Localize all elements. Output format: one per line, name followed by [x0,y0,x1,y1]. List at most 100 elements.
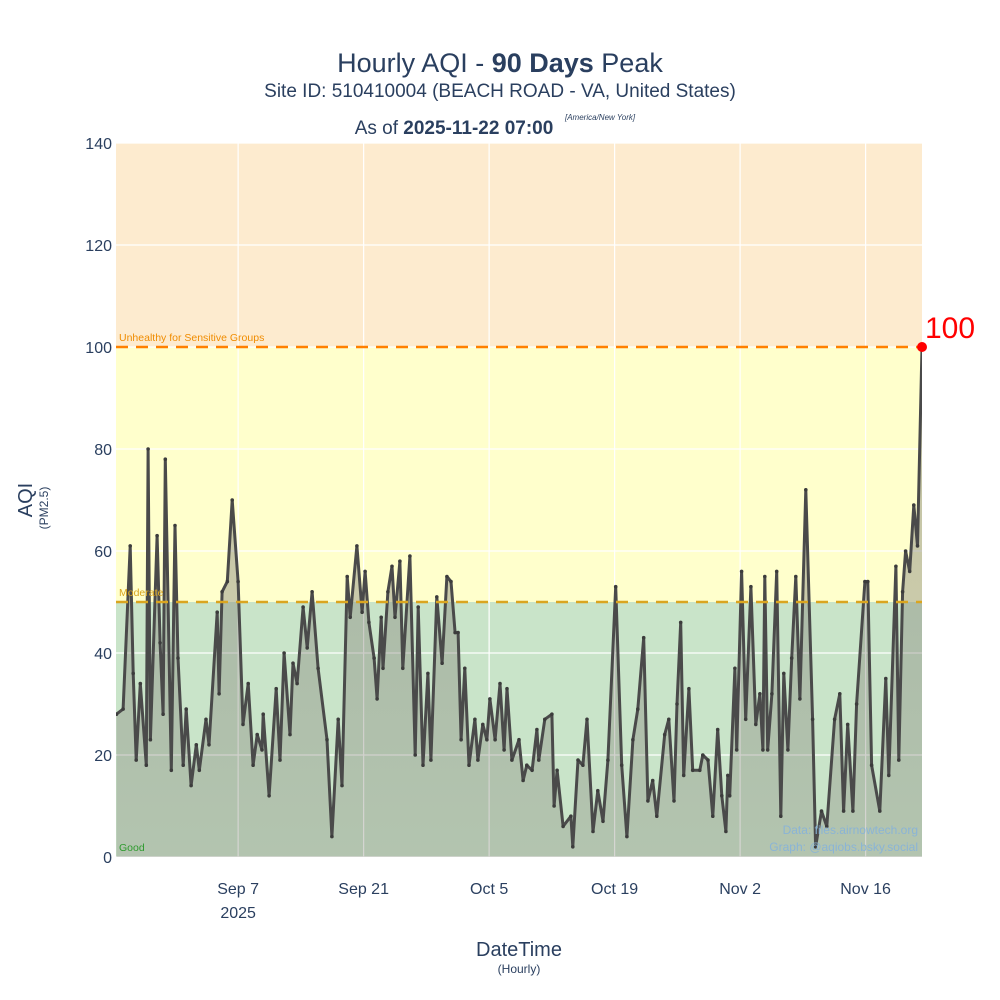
data-point [774,569,779,574]
data-point [550,712,554,716]
data-point [181,763,185,767]
data-point [372,656,376,660]
y-tick-label: 20 [94,748,112,765]
data-point [184,707,188,711]
threshold-lines [116,345,922,604]
data-point [724,829,728,834]
data-point [355,544,359,548]
data-point [225,579,230,584]
y-tick-label: 40 [94,646,112,663]
data-point [782,671,786,676]
data-point [144,763,149,767]
data-point [543,717,547,722]
data-point [445,574,449,579]
data-point [408,554,412,558]
data-point [912,503,916,507]
band-labels: Good Moderate Unhealthy for Sensitive Grou… [119,332,264,854]
data-point [340,783,344,788]
data-point [794,574,798,579]
data-point [505,686,509,691]
data-point [291,661,295,665]
data-point [701,753,705,757]
data-point [897,758,901,762]
series-area-fill [116,347,922,857]
data-point [646,799,650,803]
data-point [421,763,425,767]
data-point [569,814,573,818]
data-point [863,579,867,584]
data-point [581,763,585,767]
data-point [134,758,138,762]
data-point [813,845,818,849]
data-point [456,630,460,635]
data-point [207,743,211,747]
data-point [789,656,794,660]
data-point [687,686,691,691]
data-point [493,737,497,742]
data-point [138,681,143,686]
data-point [435,595,439,599]
data-point [155,533,159,538]
data-point [467,763,471,767]
data-point [521,778,525,783]
x-axis-ticks: Sep 7 2025 Sep 21 Oct 5 Oct 19 Nov 2 Nov 16 [217,881,891,922]
data-point [535,727,539,732]
y-tick-label: 80 [94,442,112,459]
data-point [727,794,732,798]
data-point [189,783,193,788]
peak-value-label: 100 [925,312,975,345]
data-point [440,661,444,665]
data-point [116,712,119,716]
data-point [726,773,730,778]
data-point [636,707,640,711]
y-tick-label: 140 [85,136,112,153]
band-label: Good [119,842,145,854]
data-point [463,666,467,671]
data-point [720,794,724,798]
data-point [884,676,888,681]
data-point [711,814,715,818]
x-tick-label: Nov 16 [840,881,891,898]
data-point [481,722,485,727]
data-point [619,763,624,767]
x-axis-title: DateTime [476,939,562,961]
data-point [197,768,202,773]
data-point [667,717,671,722]
data-point [163,457,168,462]
data-point [585,717,589,722]
data-point [672,799,676,803]
x-tick-label: Nov 2 [719,881,761,898]
data-point [845,722,850,727]
data-point [416,605,421,609]
y-tick-label: 60 [94,544,112,561]
data-point [429,758,433,762]
y-axis-subtitle: (PM2.5) [37,487,51,530]
data-point [386,590,390,594]
data-point [260,748,264,752]
x-tick-label: Sep 7 [217,881,259,898]
data-point [301,605,305,609]
band-label: Unhealthy for Sensitive Groups [119,332,264,344]
data-point [571,845,575,849]
data-point [360,610,364,614]
data-point [363,569,367,574]
data-point [743,717,748,722]
data-point [561,824,565,829]
data-point [854,702,859,706]
data-point [841,809,846,813]
data-point [525,763,529,767]
band-label: Moderate [119,587,164,599]
data-point [866,579,870,584]
data-point [641,635,646,640]
data-point [375,697,379,701]
x-tick-label: Oct 19 [591,881,638,898]
data-point [601,819,605,824]
data-point [576,758,580,762]
peak-marker-group: 100 [917,312,975,352]
data-point [498,681,502,686]
data-point [413,753,418,757]
data-point [606,758,610,762]
data-point [770,692,774,696]
band-moderate [116,347,922,602]
x-axis-subtitle: (Hourly) [498,962,541,976]
